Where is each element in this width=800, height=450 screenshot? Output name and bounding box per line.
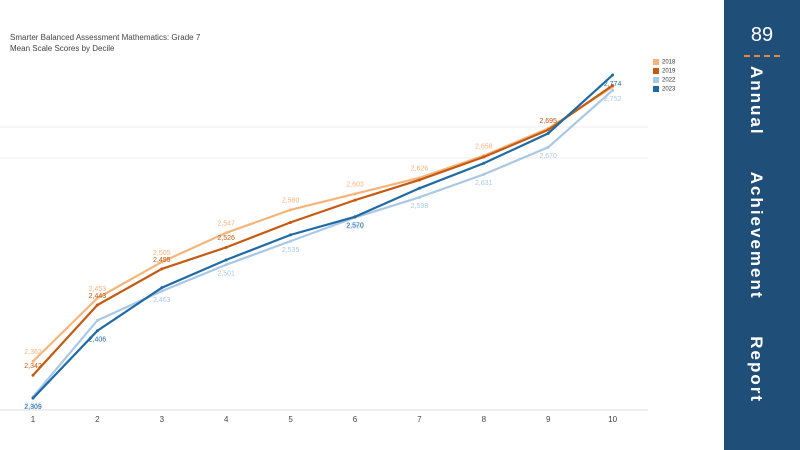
legend-swatch [653,77,659,83]
data-point [546,128,550,132]
page-number: 89 [750,24,774,46]
data-point [611,83,615,87]
x-tick-label: 2 [95,415,100,424]
data-label: 2,603 [346,182,364,189]
data-point [224,231,228,235]
legend-label: 2022 [662,78,676,84]
data-label: 2,580 [282,198,300,205]
data-point [353,198,357,202]
data-point [289,220,293,224]
data-label: 2,406 [89,337,107,344]
data-point [160,260,164,264]
data-point [546,145,550,149]
legend-label: 2018 [662,60,676,66]
x-tick-label: 1 [31,415,36,424]
data-point [289,233,293,237]
data-point [353,215,357,219]
data-point [160,286,164,290]
data-label: 2,598 [411,203,429,210]
series-line [32,74,614,399]
data-label: 2,626 [411,166,429,173]
data-label: 2,670 [539,153,557,160]
data-label: 2,569 [346,223,364,230]
x-tick-label: 8 [482,415,487,424]
data-point [95,296,99,300]
data-label: 2,570 [346,223,364,230]
legend-swatch [653,68,659,74]
data-point [482,161,486,165]
data-point [160,289,164,293]
x-tick-label: 4 [224,415,229,424]
data-label: 2,752 [604,96,622,103]
series-line [32,85,614,363]
data-point [611,73,615,77]
series-line [32,89,614,398]
chart-subtitle: Mean Scale Scores by Decile [10,44,115,53]
data-label: 2,505 [153,250,171,257]
data-label: 2,342 [24,363,42,370]
sidebar: 89 Annual Achievement Report [724,0,800,450]
x-tick-label: 5 [288,415,293,424]
divider [744,55,780,57]
data-point [31,359,35,363]
data-label: 2,309 [24,404,42,411]
chart: Smarter Balanced Assessment Mathematics:… [0,33,676,424]
data-label: 2,547 [217,221,235,228]
data-point [289,239,293,243]
data-point [546,131,550,135]
data-point [417,186,421,190]
data-label: 2,362 [24,349,42,356]
data-label: 2,463 [153,297,171,304]
data-point [224,263,228,267]
data-point [95,303,99,307]
x-tick-label: 10 [608,415,617,424]
data-point [482,172,486,176]
series-line [32,84,614,376]
data-point [95,329,99,333]
legend-swatch [653,59,659,65]
data-point [417,195,421,199]
x-tick-label: 7 [417,415,422,424]
data-point [289,208,293,212]
data-point [95,318,99,322]
data-label: 2,495 [153,257,171,264]
data-point [353,192,357,196]
data-label: 2,311 [25,403,42,410]
data-point [160,267,164,271]
legend-label: 2023 [662,87,676,93]
data-label: 2,631 [475,180,493,187]
chart-title: Smarter Balanced Assessment Mathematics:… [10,33,201,42]
data-point [224,258,228,262]
x-tick-label: 9 [546,415,551,424]
data-point [482,155,486,159]
report-title: Annual Achievement Report [747,66,766,404]
data-label: 2,658 [475,143,493,150]
x-tick-label: 3 [160,415,165,424]
data-label: 2,535 [282,247,300,254]
x-tick-label: 6 [353,415,358,424]
data-label: 2,453 [89,286,107,293]
data-point [611,88,615,92]
legend-swatch [653,86,659,92]
data-label: 2,501 [217,271,235,278]
data-point [31,396,35,400]
data-point [224,245,228,249]
data-label: 2,774 [604,81,622,88]
data-label: 2,526 [217,235,235,242]
data-point [31,373,35,377]
data-point [417,178,421,182]
legend-label: 2019 [662,69,676,75]
data-label: 2,695 [539,118,557,125]
data-label: 2,443 [89,293,107,300]
